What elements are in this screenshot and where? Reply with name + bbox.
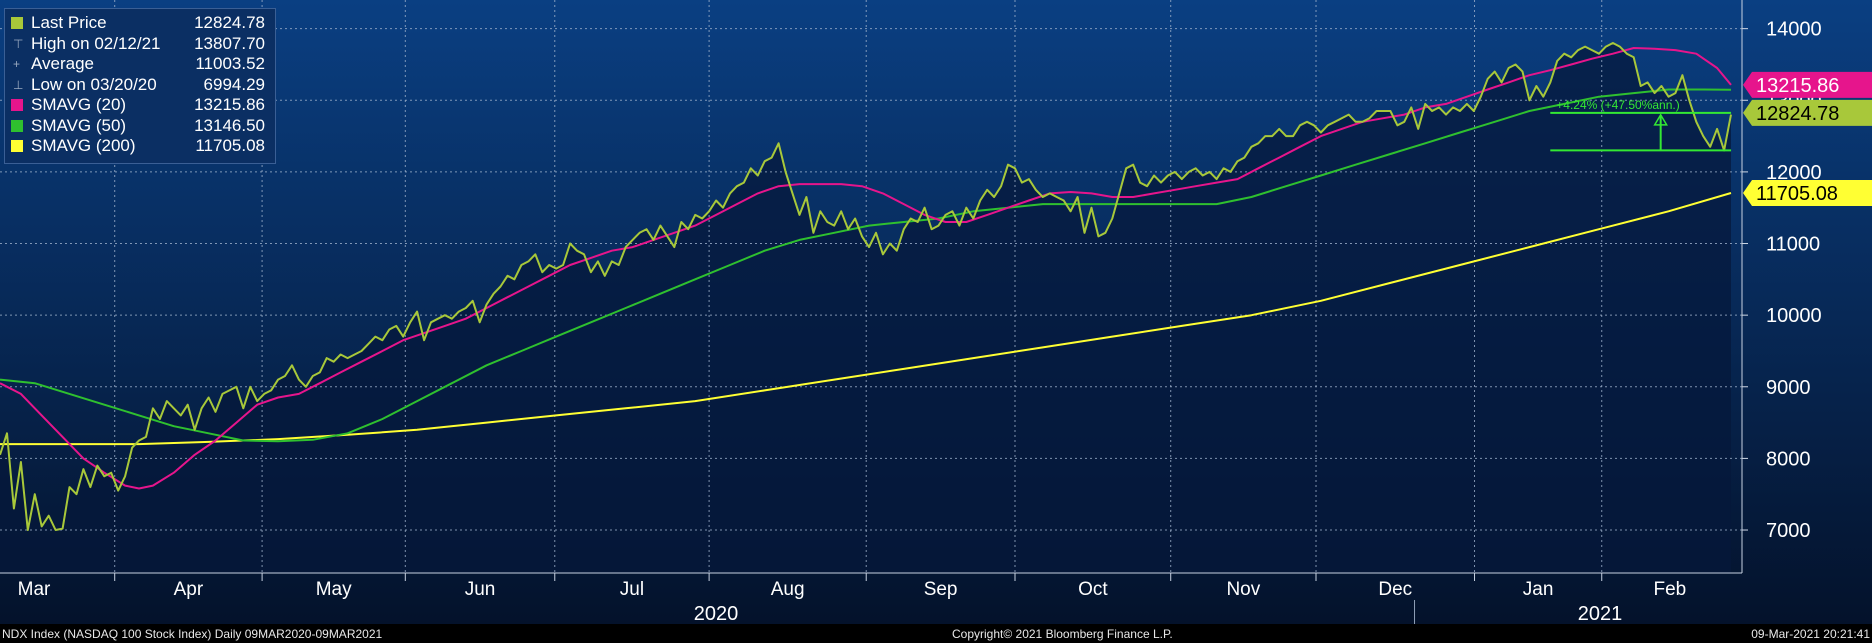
annotation-arrow-head [1653,113,1668,126]
x-year-label: 2020 [694,603,739,625]
series-line-smavg-20 [0,47,1732,490]
legend-value: 6994.29 [203,74,265,94]
x-month-label: Oct [1078,579,1108,600]
legend-item-last-price: Last Price 12824.78 [5,13,275,34]
x-month-label: Aug [771,579,805,600]
price-tag-label: 11705.08 [1756,183,1838,205]
price-tag [1743,71,1872,98]
x-month-label: Jan [1523,579,1554,600]
x-month-label: Nov [1226,579,1260,600]
y-tick-label: 8000 [1766,448,1811,470]
legend-label: Low on 03/20/20 [31,74,157,94]
last-price-area [0,43,1731,573]
annotation-label: +4.24% (+47.50%ann.) [1556,98,1679,112]
x-year-label: 2021 [1578,603,1623,625]
legend-value: 11705.08 [195,136,265,155]
legend-label: High on 02/12/21 [31,33,161,53]
x-month-label: Apr [174,579,204,600]
smavg-50-swatch-icon [11,119,23,132]
footer-copyright: Copyright© 2021 Bloomberg Finance L.P. [952,627,1173,641]
legend-label: Last Price [31,13,107,32]
y-tick-label: 11000 [1766,234,1820,256]
last-price-swatch-icon [11,17,23,29]
y-tick-label: 9000 [1766,377,1811,399]
legend-item-high: ⊤ High on 02/12/21 13807.70 [5,34,275,55]
legend-label: SMAVG (20) [31,95,127,114]
legend-value: 13215.86 [194,95,265,114]
legend-value: 13807.70 [194,33,265,53]
x-month-label: Sep [924,579,958,600]
legend-item-low: ⊥ Low on 03/20/20 6994.29 [5,75,275,96]
legend-value: 12824.78 [194,13,265,32]
high-marker-icon: ⊤ [13,36,24,51]
average-marker-icon: + [13,57,21,71]
x-month-label: Dec [1378,579,1412,600]
low-marker-icon: ⊥ [13,77,24,92]
y-tick-label: 12000 [1766,162,1822,184]
x-month-label: Jun [465,579,496,600]
chart-footer: NDX Index (NASDAQ 100 Stock Index) Daily… [0,624,1872,643]
chart-legend: Last Price 12824.78 ⊤ High on 02/12/21 1… [4,8,276,164]
y-tick-label: 7000 [1766,520,1811,542]
y-tick-label: 10000 [1766,305,1822,327]
footer-timestamp: 09-Mar-2021 20:21:41 [1751,627,1870,641]
legend-item-smavg-200: SMAVG (200) 11705.08 [5,136,275,157]
series-line-smavg-50 [0,88,1732,443]
legend-label: SMAVG (200) [31,136,136,155]
legend-value: 11003.52 [195,54,265,73]
price-tag-label: 12824.78 [1756,103,1839,125]
smavg-200-swatch-icon [11,140,23,152]
legend-label: Average [31,54,95,73]
legend-item-average: + Average 11003.52 [5,54,275,75]
footer-security-info: NDX Index (NASDAQ 100 Stock Index) Daily… [2,627,383,641]
legend-value: 13146.50 [194,115,265,135]
price-tag [1743,99,1872,126]
x-month-label: Jul [620,579,644,600]
price-tag-label: 13215.86 [1756,75,1839,97]
legend-label: SMAVG (50) [31,115,127,135]
legend-item-smavg-50: SMAVG (50) 13146.50 [5,116,275,137]
x-month-label: Mar [18,579,51,600]
price-tag [1743,180,1872,207]
series-line-last-price [0,42,1732,531]
legend-item-smavg-20: SMAVG (20) 13215.86 [5,95,275,116]
smavg-20-swatch-icon [11,99,23,111]
y-tick-label: 14000 [1766,19,1822,41]
x-month-label: May [316,579,352,600]
series-line-smavg-200 [0,192,1732,446]
x-month-label: Feb [1653,579,1686,600]
